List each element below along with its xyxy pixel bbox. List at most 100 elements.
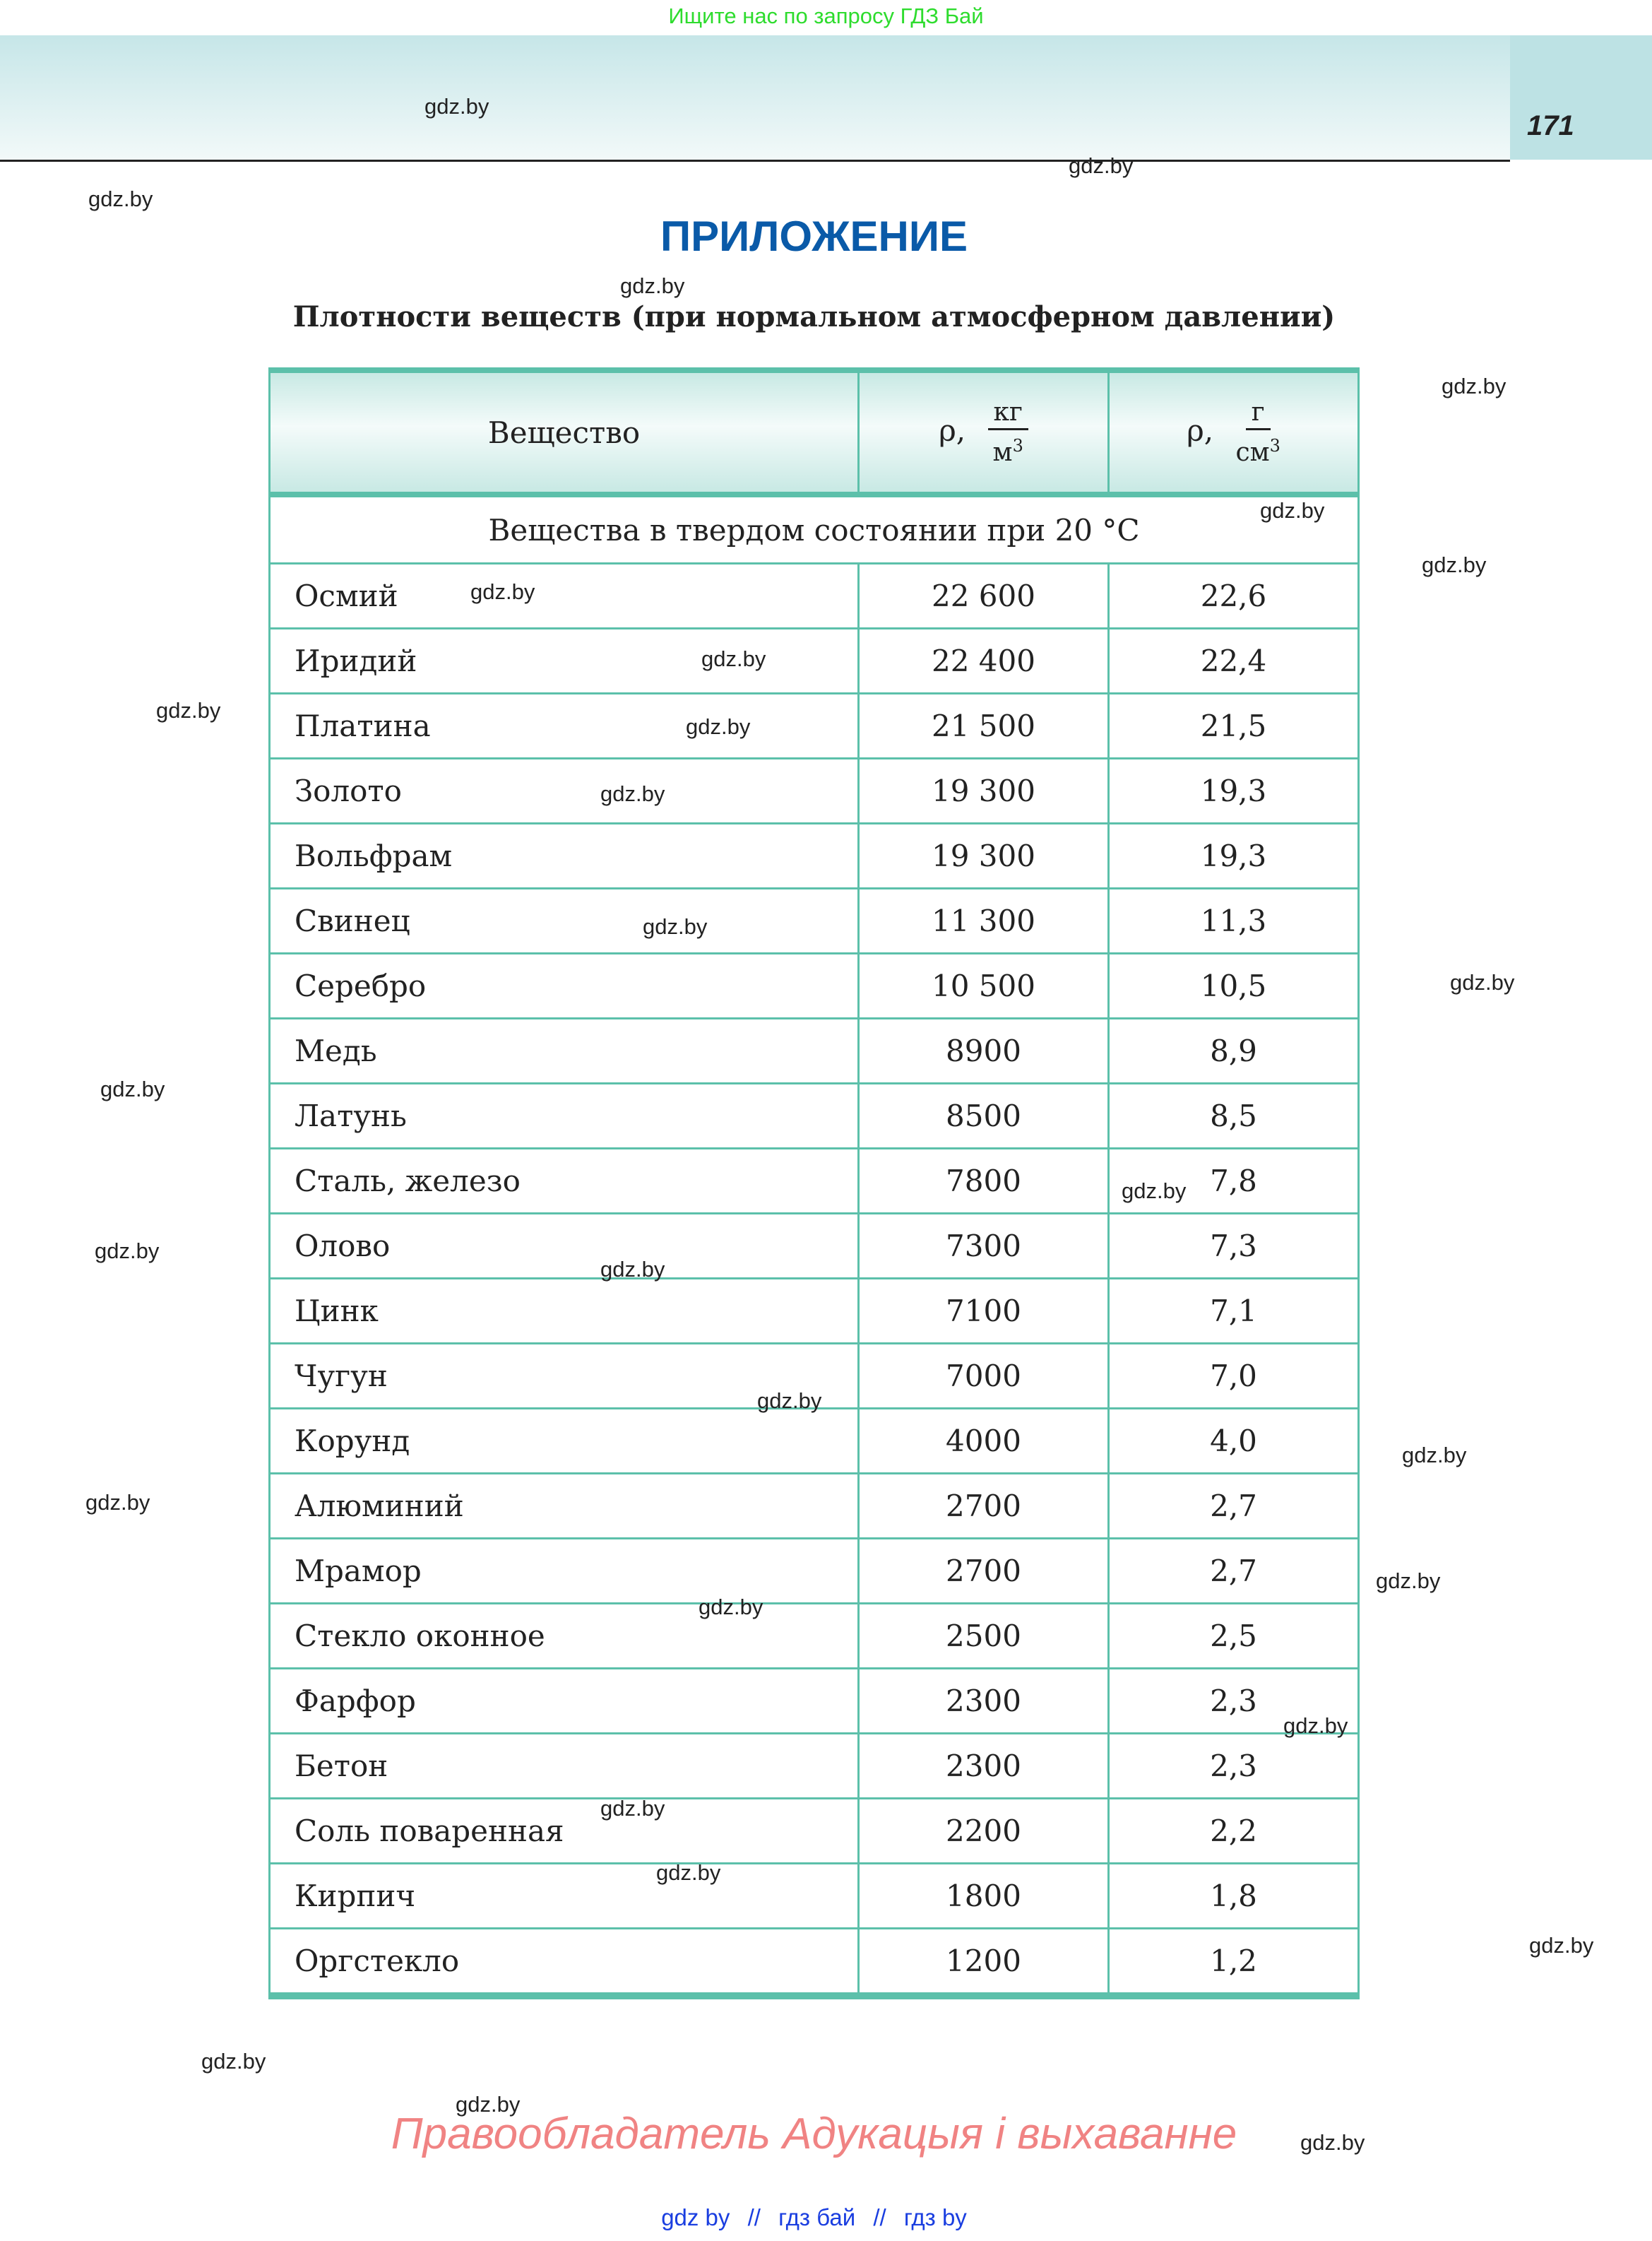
table-row: Иридий 22 400 22,4 bbox=[268, 627, 1360, 694]
footer-link[interactable]: gdz by bbox=[661, 2204, 730, 2230]
watermark: gdz.by bbox=[201, 2049, 266, 2074]
substance-cell: Фарфор bbox=[268, 1667, 860, 1734]
section-row: Вещества в твердом состоянии при 20 °C bbox=[268, 492, 1360, 564]
header-substance: Вещество bbox=[268, 369, 860, 496]
footer-separator: // bbox=[747, 2204, 761, 2230]
watermark: gdz.by bbox=[456, 2092, 521, 2117]
density-kg-m3-cell: 2300 bbox=[857, 1667, 1110, 1734]
density-g-cm3-cell: 2,7 bbox=[1107, 1472, 1360, 1539]
table-row: Кирпич 1800 1,8 bbox=[268, 1862, 1360, 1929]
watermark: gdz.by bbox=[686, 714, 751, 739]
watermark: gdz.by bbox=[1260, 498, 1325, 523]
density-table: Вещество ρ, кг м3 ρ, г см3 Вещества в тв… bbox=[268, 367, 1360, 1999]
top-banner: Ищите нас по запросу ГДЗ Бай bbox=[668, 4, 984, 28]
density-kg-m3-cell: 19 300 bbox=[857, 757, 1110, 824]
page-number: 171 bbox=[1527, 110, 1574, 141]
density-g-cm3-cell: 7,3 bbox=[1107, 1212, 1360, 1279]
density-g-cm3-cell: 19,3 bbox=[1107, 822, 1360, 889]
table-row: Сталь, железо 7800 7,8 bbox=[268, 1147, 1360, 1214]
watermark: gdz.by bbox=[1529, 1933, 1594, 1958]
unit-denominator: см3 bbox=[1235, 435, 1280, 467]
header-density-g-cm3: ρ, г см3 bbox=[1107, 369, 1360, 496]
header-band bbox=[0, 35, 1510, 160]
table-row: Мрамор 2700 2,7 bbox=[268, 1537, 1360, 1604]
substance-cell: Чугун bbox=[268, 1342, 860, 1409]
table-row: Чугун 7000 7,0 bbox=[268, 1342, 1360, 1409]
watermark: gdz.by bbox=[1283, 1713, 1348, 1738]
table-row: Свинец 11 300 11,3 bbox=[268, 887, 1360, 954]
table-row: Фарфор 2300 2,3 bbox=[268, 1667, 1360, 1734]
watermark: gdz.by bbox=[699, 1595, 763, 1619]
page-number-box bbox=[1510, 35, 1652, 160]
density-kg-m3-cell: 4000 bbox=[857, 1407, 1110, 1474]
substance-cell: Алюминий bbox=[268, 1472, 860, 1539]
watermark: gdz.by bbox=[600, 1796, 665, 1821]
density-g-cm3-cell: 7,1 bbox=[1107, 1277, 1360, 1344]
table-row: Золото 19 300 19,3 bbox=[268, 757, 1360, 824]
unit-numerator: г bbox=[1245, 397, 1271, 430]
unit-numerator: кг bbox=[987, 397, 1028, 430]
table-caption: Плотности веществ (при нормальном атмосф… bbox=[292, 300, 1336, 333]
density-g-cm3-cell: 7,0 bbox=[1107, 1342, 1360, 1409]
density-g-cm3-cell: 2,2 bbox=[1107, 1797, 1360, 1864]
density-g-cm3-cell: 4,0 bbox=[1107, 1407, 1360, 1474]
density-kg-m3-cell: 1800 bbox=[857, 1862, 1110, 1929]
watermark: gdz.by bbox=[1402, 1443, 1467, 1467]
table-row: Бетон 2300 2,3 bbox=[268, 1732, 1360, 1799]
density-kg-m3-cell: 2500 bbox=[857, 1602, 1110, 1669]
watermark: gdz.by bbox=[95, 1238, 160, 1263]
header-divider bbox=[0, 160, 1510, 162]
watermark: gdz.by bbox=[1442, 374, 1507, 398]
footer-links: gdz by // гдз бай // гдз by bbox=[0, 2204, 1628, 2231]
watermark: gdz.by bbox=[600, 1257, 665, 1282]
rho-symbol: ρ, bbox=[939, 413, 966, 447]
substance-cell: Иридий bbox=[268, 627, 860, 694]
substance-cell: Бетон bbox=[268, 1732, 860, 1799]
substance-cell: Осмий bbox=[268, 562, 860, 629]
density-kg-m3-cell: 2200 bbox=[857, 1797, 1110, 1864]
density-g-cm3-cell: 2,3 bbox=[1107, 1667, 1360, 1734]
table-header-row: Вещество ρ, кг м3 ρ, г см3 bbox=[268, 369, 1360, 496]
rho-symbol: ρ, bbox=[1187, 413, 1214, 447]
substance-cell: Олово bbox=[268, 1212, 860, 1279]
substance-cell: Соль поваренная bbox=[268, 1797, 860, 1864]
table-row: Корунд 4000 4,0 bbox=[268, 1407, 1360, 1474]
header-density-kg-m3: ρ, кг м3 bbox=[857, 369, 1110, 496]
density-g-cm3-cell: 10,5 bbox=[1107, 952, 1360, 1019]
substance-cell: Корунд bbox=[268, 1407, 860, 1474]
substance-cell: Кирпич bbox=[268, 1862, 860, 1929]
unit-denominator: м3 bbox=[992, 435, 1023, 467]
watermark: gdz.by bbox=[643, 914, 708, 939]
footer-link[interactable]: гдз бай bbox=[778, 2204, 856, 2230]
table-row: Осмий 22 600 22,6 bbox=[268, 562, 1360, 629]
density-g-cm3-cell: 22,4 bbox=[1107, 627, 1360, 694]
density-kg-m3-cell: 11 300 bbox=[857, 887, 1110, 954]
footer-link[interactable]: гдз by bbox=[903, 2204, 967, 2230]
substance-cell: Платина bbox=[268, 692, 860, 759]
watermark: gdz.by bbox=[1300, 2130, 1365, 2155]
density-kg-m3-cell: 19 300 bbox=[857, 822, 1110, 889]
watermark: gdz.by bbox=[1450, 970, 1515, 995]
section-label: Вещества в твердом состоянии при 20 °C bbox=[268, 492, 1360, 564]
substance-cell: Сталь, железо bbox=[268, 1147, 860, 1214]
density-kg-m3-cell: 8500 bbox=[857, 1082, 1110, 1149]
density-g-cm3-cell: 11,3 bbox=[1107, 887, 1360, 954]
substance-cell: Серебро bbox=[268, 952, 860, 1019]
watermark: gdz.by bbox=[156, 698, 221, 723]
table-row: Стекло оконное 2500 2,5 bbox=[268, 1602, 1360, 1669]
density-kg-m3-cell: 2300 bbox=[857, 1732, 1110, 1799]
substance-cell: Вольфрам bbox=[268, 822, 860, 889]
density-kg-m3-cell: 7300 bbox=[857, 1212, 1110, 1279]
watermark: gdz.by bbox=[470, 579, 535, 604]
watermark: gdz.by bbox=[656, 1860, 721, 1885]
watermark: gdz.by bbox=[85, 1490, 150, 1515]
density-g-cm3-cell: 8,5 bbox=[1107, 1082, 1360, 1149]
density-kg-m3-cell: 2700 bbox=[857, 1537, 1110, 1604]
table-row: Цинк 7100 7,1 bbox=[268, 1277, 1360, 1344]
density-g-cm3-cell: 2,5 bbox=[1107, 1602, 1360, 1669]
watermark: gdz.by bbox=[620, 273, 685, 298]
substance-cell: Латунь bbox=[268, 1082, 860, 1149]
copyright-notice: Правообладатель Адукацыя і выхаванне bbox=[391, 2110, 1237, 2158]
watermark: gdz.by bbox=[701, 646, 766, 671]
density-g-cm3-cell: 2,3 bbox=[1107, 1732, 1360, 1799]
